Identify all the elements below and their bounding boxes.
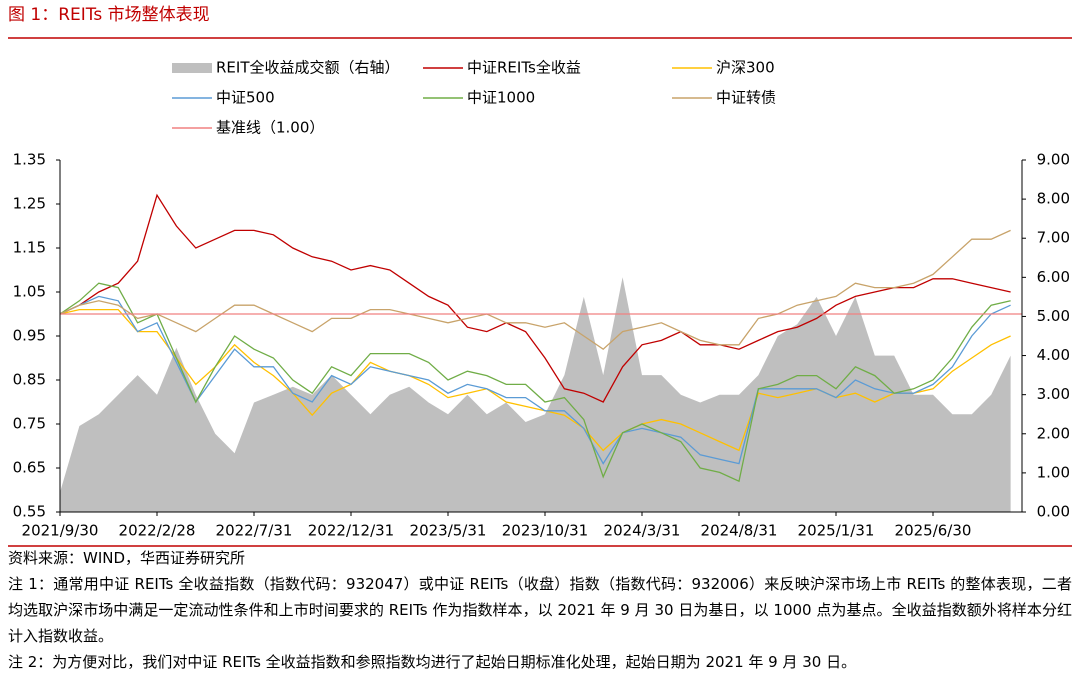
legend-label: REIT全收益成交额（右轴） <box>216 59 400 77</box>
legend-swatch <box>172 63 212 73</box>
y-tick-label: 1.35 <box>13 151 46 169</box>
chart: 图 1：REITs 市场整体表现 0.55 0.65 0.75 0.85 0.95 1.0… <box>8 5 1072 547</box>
x-tick-label: 2021/9/30 <box>22 522 99 540</box>
note: 注 2：为方便对比，我们对中证 REITs 全收益指数和参照指数均进行了起始日期… <box>8 653 857 671</box>
x-tick-label: 2023/10/31 <box>502 522 588 540</box>
y2-tick-label: 8.00 <box>1037 190 1070 208</box>
x-tick-label: 2024/3/31 <box>604 522 681 540</box>
y-tick-label: 1.25 <box>13 195 46 213</box>
y2-tick-label: 5.00 <box>1037 307 1070 325</box>
y2-tick-label: 6.00 <box>1037 268 1070 286</box>
x-tick-label: 2022/7/31 <box>216 522 293 540</box>
legend-label: 中证转债 <box>716 89 776 107</box>
y-tick-label: 0.85 <box>13 371 46 389</box>
area <box>60 277 1011 512</box>
chart-title: 图 1：REITs 市场整体表现 <box>8 5 210 25</box>
x-tick-label: 2025/1/31 <box>798 522 875 540</box>
y2-tick-label: 2.00 <box>1037 424 1070 442</box>
y2-tick-label: 0.00 <box>1037 503 1070 521</box>
source: 资料来源：WIND，华西证券研究所 <box>8 549 246 567</box>
y-tick-label: 1.15 <box>13 239 46 257</box>
y2-tick-label: 9.00 <box>1037 151 1070 169</box>
legend-label: 基准线（1.00） <box>216 119 324 137</box>
line <box>59 282 1011 483</box>
y-tick-label: 0.95 <box>13 327 46 345</box>
y2-tick-label: 1.00 <box>1037 463 1070 481</box>
y-tick-label: 0.55 <box>13 503 46 521</box>
line <box>59 295 1011 465</box>
y-tick-label: 0.65 <box>13 459 46 477</box>
legend-label: 中证500 <box>216 89 275 107</box>
note: 注 1：通常用中证 REITs 全收益指数（指数代码：932047）或中证 RE… <box>8 575 1072 645</box>
x-tick-label: 2022/12/31 <box>308 522 394 540</box>
legend-label: 沪深300 <box>716 59 775 77</box>
legend-label: 中证1000 <box>467 89 535 107</box>
line <box>59 229 1011 351</box>
x-tick-label: 2025/6/30 <box>895 522 972 540</box>
x-tick-label: 2022/2/28 <box>119 522 196 540</box>
line <box>59 308 1011 452</box>
y2-tick-label: 4.00 <box>1037 346 1070 364</box>
line <box>59 193 1011 403</box>
y2-tick-label: 7.00 <box>1037 229 1070 247</box>
legend-label: 中证REITs全收益 <box>467 59 581 77</box>
y2-tick-label: 3.00 <box>1037 385 1070 403</box>
y-tick-label: 1.05 <box>13 283 46 301</box>
x-tick-label: 2023/5/31 <box>410 522 487 540</box>
y-tick-label: 0.75 <box>13 415 46 433</box>
x-tick-label: 2024/8/31 <box>701 522 778 540</box>
